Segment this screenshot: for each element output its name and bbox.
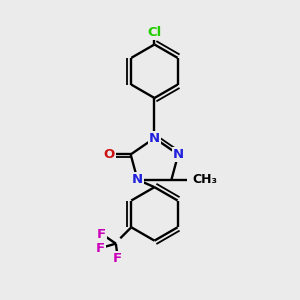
Text: N: N (132, 173, 143, 186)
Text: N: N (149, 132, 160, 145)
Text: F: F (113, 252, 122, 265)
Text: F: F (97, 228, 106, 241)
Text: F: F (96, 242, 105, 256)
Text: O: O (104, 148, 115, 161)
Text: CH₃: CH₃ (193, 173, 218, 186)
Text: Cl: Cl (147, 26, 162, 38)
Text: N: N (173, 148, 184, 161)
